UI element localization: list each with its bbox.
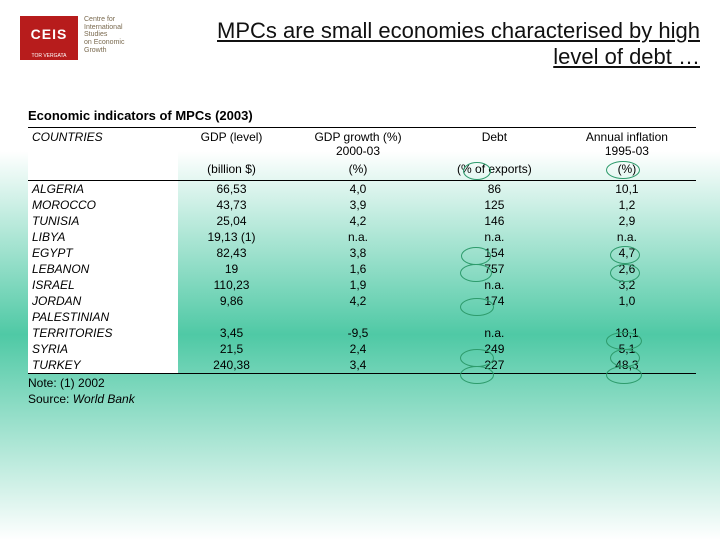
cell: -9,5: [285, 325, 431, 341]
table-row: LEBANON191,67572,6: [28, 261, 696, 277]
cell: 3,45: [178, 325, 285, 341]
cell: n.a.: [431, 277, 558, 293]
data-table: COUNTRIES GDP (level) GDP growth (%) 200…: [28, 127, 696, 374]
cell: 2,6: [558, 261, 696, 277]
cell: 4,7: [558, 245, 696, 261]
cell: TUNISIA: [28, 213, 178, 229]
cell: 1,6: [285, 261, 431, 277]
cell: 1,9: [285, 277, 431, 293]
cell: 227: [431, 357, 558, 374]
col-header-growth: GDP growth (%) 2000-03: [285, 128, 431, 161]
cell: [178, 309, 285, 325]
cell: ALGERIA: [28, 181, 178, 198]
cell: 10,1: [558, 325, 696, 341]
cell: 25,04: [178, 213, 285, 229]
cell: n.a.: [431, 229, 558, 245]
logo: CEIS TOR VERGATA Centre for Internationa…: [20, 16, 160, 60]
table-row: ISRAEL110,231,9n.a.3,2: [28, 277, 696, 293]
table-row: PALESTINIAN: [28, 309, 696, 325]
cell: 10,1: [558, 181, 696, 198]
cell: 5,1: [558, 341, 696, 357]
cell: 3,8: [285, 245, 431, 261]
cell: n.a.: [431, 325, 558, 341]
table-row: TURKEY240,383,422748,3: [28, 357, 696, 374]
table-note-1: Note: (1) 2002: [28, 374, 696, 390]
cell: 110,23: [178, 277, 285, 293]
cell: [558, 309, 696, 325]
cell: EGYPT: [28, 245, 178, 261]
table-row: LIBYA19,13 (1)n.a.n.a.n.a.: [28, 229, 696, 245]
cell: 48,3: [558, 357, 696, 374]
cell: 3,4: [285, 357, 431, 374]
col-header-gdp: GDP (level): [178, 128, 285, 161]
cell: 757: [431, 261, 558, 277]
cell: LEBANON: [28, 261, 178, 277]
cell: 86: [431, 181, 558, 198]
cell: 21,5: [178, 341, 285, 357]
logo-sub: TOR VERGATA: [20, 52, 78, 60]
col-header-inflation: Annual inflation 1995-03: [558, 128, 696, 161]
cell: 1,2: [558, 197, 696, 213]
cell: 3,2: [558, 277, 696, 293]
cell: 249: [431, 341, 558, 357]
table-caption: Economic indicators of MPCs (2003): [28, 108, 696, 127]
logo-desc: Centre for International Studies on Econ…: [84, 16, 124, 54]
cell: 82,43: [178, 245, 285, 261]
cell: 174: [431, 293, 558, 309]
table-row: TERRITORIES3,45-9,5n.a.10,1: [28, 325, 696, 341]
cell: 19: [178, 261, 285, 277]
cell: SYRIA: [28, 341, 178, 357]
cell: 43,73: [178, 197, 285, 213]
col-header-debt: Debt: [431, 128, 558, 161]
col-header-countries: COUNTRIES: [28, 128, 178, 161]
cell: 66,53: [178, 181, 285, 198]
table-row: SYRIA21,52,42495,1: [28, 341, 696, 357]
table-row: EGYPT82,433,81544,7: [28, 245, 696, 261]
slide-title: MPCs are small economies characterised b…: [200, 18, 700, 71]
col-unit-2: (%): [285, 160, 431, 181]
cell: [431, 309, 558, 325]
col-unit-3: (% of exports): [431, 160, 558, 181]
cell: 3,9: [285, 197, 431, 213]
table-row: JORDAN9,864,21741,0: [28, 293, 696, 309]
cell: 125: [431, 197, 558, 213]
table-region: Economic indicators of MPCs (2003) COUNT…: [28, 108, 696, 406]
col-unit-4: (%): [558, 160, 696, 181]
cell: 240,38: [178, 357, 285, 374]
cell: LIBYA: [28, 229, 178, 245]
table-row: TUNISIA25,044,21462,9: [28, 213, 696, 229]
col-unit-1: (billion $): [178, 160, 285, 181]
cell: 19,13 (1): [178, 229, 285, 245]
cell: n.a.: [558, 229, 696, 245]
cell: TURKEY: [28, 357, 178, 374]
note-source-label: Source:: [28, 392, 73, 406]
cell: 146: [431, 213, 558, 229]
table-note-2: Source: World Bank: [28, 390, 696, 406]
cell: PALESTINIAN: [28, 309, 178, 325]
note-source-value: World Bank: [73, 392, 135, 406]
cell: ISRAEL: [28, 277, 178, 293]
cell: 4,2: [285, 213, 431, 229]
table-row: MOROCCO43,733,91251,2: [28, 197, 696, 213]
cell: JORDAN: [28, 293, 178, 309]
cell: 1,0: [558, 293, 696, 309]
cell: 2,9: [558, 213, 696, 229]
cell: 2,4: [285, 341, 431, 357]
cell: [285, 309, 431, 325]
cell: 9,86: [178, 293, 285, 309]
cell: 154: [431, 245, 558, 261]
cell: 4,0: [285, 181, 431, 198]
cell: n.a.: [285, 229, 431, 245]
cell: 4,2: [285, 293, 431, 309]
table-row: ALGERIA66,534,08610,1: [28, 181, 696, 198]
cell: TERRITORIES: [28, 325, 178, 341]
col-unit-0: [28, 160, 178, 181]
cell: MOROCCO: [28, 197, 178, 213]
logo-main: CEIS: [20, 16, 78, 52]
